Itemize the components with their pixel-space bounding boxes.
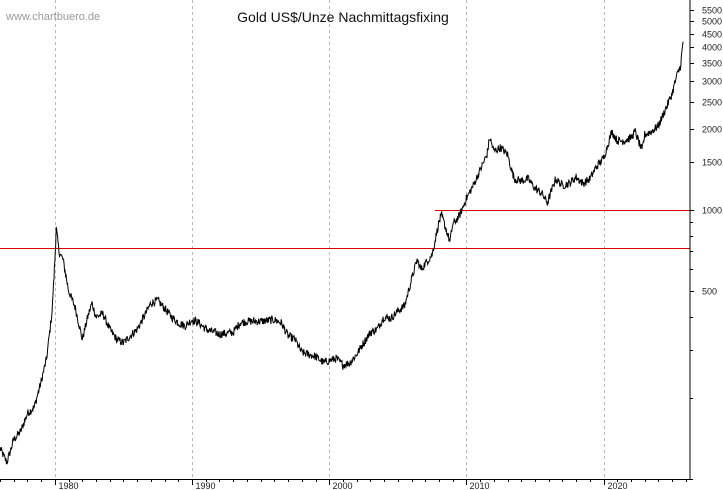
y-tick-label: 5500	[702, 6, 722, 16]
y-axis: 500 1000 1500 2000 2500 3000 3500 4000 4500 50005…	[690, 6, 722, 480]
x-tick-label: 1980	[59, 481, 79, 490]
x-axis: 1980 1990 2000 2010 2020	[0, 479, 687, 490]
x-tick-label: 2010	[470, 481, 490, 490]
chart-title: Gold US$/Unze Nachmittagsfixing	[237, 9, 449, 25]
reference-lines	[0, 210, 690, 249]
y-tick-label: 2500	[702, 98, 722, 108]
y-tick-label: 4500	[702, 30, 722, 40]
y-tick-label: 3500	[702, 59, 722, 69]
y-tick-label: 5000	[702, 17, 722, 27]
y-tick-label: 1500	[702, 158, 722, 168]
x-tick-label: 2020	[608, 481, 628, 490]
x-tick-label: 2000	[333, 481, 353, 490]
price-series	[0, 41, 684, 465]
grid	[55, 0, 605, 479]
y-tick-label: 500	[702, 287, 717, 297]
watermark: www.chartbuero.de	[5, 11, 100, 23]
y-tick-label: 3000	[702, 77, 722, 87]
y-tick-label: 4000	[702, 43, 722, 53]
y-tick-label: 1000	[702, 206, 722, 216]
gold-price-line	[0, 41, 684, 465]
y-tick-label: 2000	[702, 125, 722, 135]
x-tick-label: 1990	[196, 481, 216, 490]
